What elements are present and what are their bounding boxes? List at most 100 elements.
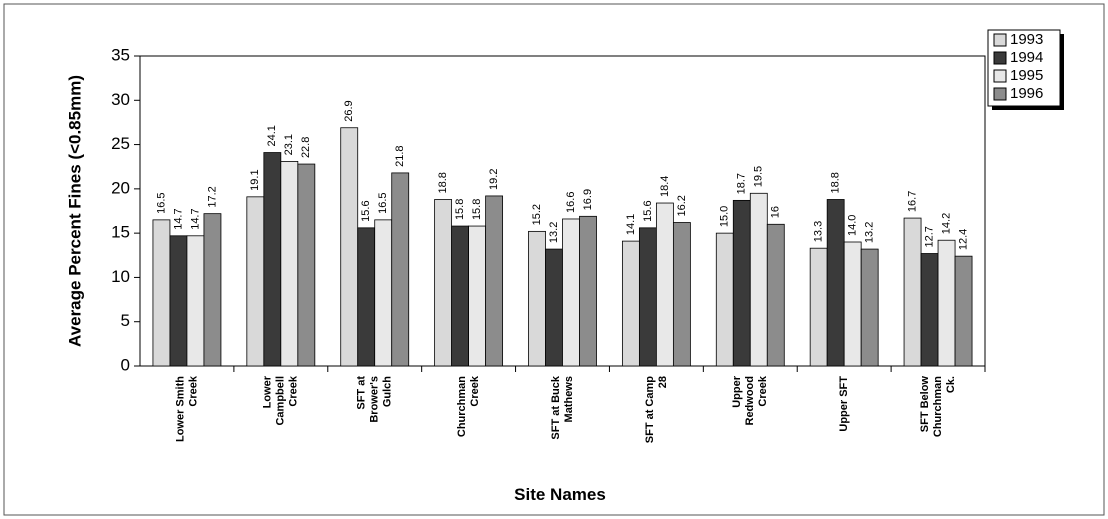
legend-label: 1994: [1010, 49, 1043, 66]
bar: [434, 199, 453, 367]
x-tick-label: Creek: [187, 375, 199, 406]
bar: [809, 247, 828, 367]
bar: [638, 227, 657, 367]
bar: [562, 218, 580, 367]
x-tick-label: Upper SFT: [838, 376, 850, 432]
x-tick-label: Lower: [262, 375, 274, 408]
legend-label: 1995: [1010, 67, 1043, 84]
data-label: 13.2: [864, 222, 876, 243]
y-tick-label: 0: [121, 355, 130, 374]
bar: [766, 223, 785, 367]
x-tick-label: Brower's: [369, 376, 381, 423]
bar: [672, 222, 691, 367]
bar: [937, 239, 956, 367]
bar: [186, 235, 205, 367]
x-tick-label: Gulch: [382, 376, 394, 407]
x-tick-label: 28: [657, 376, 669, 388]
data-label: 16.2: [676, 195, 688, 216]
bar: [169, 235, 188, 367]
y-tick-label: 35: [111, 45, 130, 64]
x-tick-label: SFT Below: [919, 376, 931, 433]
bar: [903, 217, 922, 367]
bar: [621, 240, 640, 367]
data-label: 18.8: [830, 172, 842, 193]
data-label: 22.8: [300, 137, 312, 158]
data-label: 15.2: [531, 204, 543, 225]
data-label: 16.7: [906, 191, 918, 212]
x-tick-label: Churchman: [456, 376, 468, 437]
data-label: 17.2: [206, 186, 218, 207]
bar: [297, 163, 316, 367]
data-label: 14.1: [625, 214, 637, 235]
data-label: 21.8: [394, 145, 406, 166]
data-label: 14.7: [172, 208, 184, 229]
data-label: 24.1: [266, 125, 278, 146]
y-tick-label: 15: [111, 223, 130, 242]
x-tick-label: SFT at Buck: [550, 375, 562, 439]
x-tick-label: Mathews: [563, 376, 575, 422]
y-axis-label: Average Percent Fines (<0.85mm): [65, 75, 84, 347]
bar: [357, 227, 376, 367]
legend-swatch: [993, 33, 1007, 47]
x-tick-label: Creek: [757, 375, 769, 406]
x-tick-label: Creek: [288, 375, 300, 406]
bar: [732, 199, 751, 367]
data-label: 14.7: [189, 208, 201, 229]
x-tick-label: Churchman: [932, 376, 944, 437]
data-label: 26.9: [343, 100, 355, 121]
x-tick-label: Creek: [469, 375, 481, 406]
data-label: 19.2: [488, 169, 500, 190]
x-tick-label: SFT at Camp: [644, 376, 656, 444]
data-label: 14.2: [940, 213, 952, 234]
x-tick-label: Lower Smith: [174, 376, 186, 442]
data-label: 15.6: [642, 200, 654, 221]
data-label: 14.0: [847, 215, 859, 236]
data-label: 23.1: [283, 134, 295, 155]
data-label: 19.5: [753, 166, 765, 187]
bar: [340, 127, 359, 367]
bar: [954, 255, 973, 367]
bar: [203, 213, 222, 367]
y-tick-label: 20: [111, 178, 130, 197]
x-tick-label: Upper: [731, 375, 743, 408]
bar: [374, 219, 393, 367]
bar: [579, 215, 597, 367]
x-tick-label: Redwood: [744, 376, 756, 426]
data-label: 19.1: [249, 169, 261, 190]
legend-label: 1996: [1010, 85, 1043, 102]
legend-swatch: [993, 69, 1007, 83]
data-label: 16.9: [582, 189, 594, 210]
bar: [528, 230, 546, 367]
bar: [280, 160, 299, 367]
legend-label: 1993: [1010, 31, 1043, 48]
data-label: 13.2: [548, 222, 560, 243]
data-label: 16.5: [155, 192, 167, 213]
x-axis-label: Site Names: [514, 485, 606, 504]
data-label: 12.7: [923, 226, 935, 247]
bar: [451, 225, 470, 367]
data-label: 18.4: [659, 176, 671, 197]
data-label: 15.8: [454, 199, 466, 220]
data-label: 16.6: [565, 192, 577, 213]
data-label: 16.5: [377, 192, 389, 213]
data-label: 18.7: [736, 173, 748, 194]
x-tick-label: Campbell: [275, 376, 287, 426]
bar: [843, 241, 862, 367]
data-label: 16: [770, 206, 782, 218]
bar: [920, 253, 939, 367]
bar: [655, 202, 674, 367]
bar: [860, 248, 879, 367]
chart-border: [3, 3, 1105, 516]
data-label: 15.8: [471, 199, 483, 220]
x-tick-label: Ck.: [945, 376, 957, 393]
bar: [749, 192, 768, 367]
bar: [263, 152, 282, 367]
bar: [826, 199, 845, 367]
legend-swatch: [993, 87, 1007, 101]
data-label: 15.6: [360, 200, 372, 221]
bar: [246, 196, 265, 367]
data-label: 18.8: [437, 172, 449, 193]
bar: [152, 219, 171, 367]
bar: [545, 248, 563, 367]
